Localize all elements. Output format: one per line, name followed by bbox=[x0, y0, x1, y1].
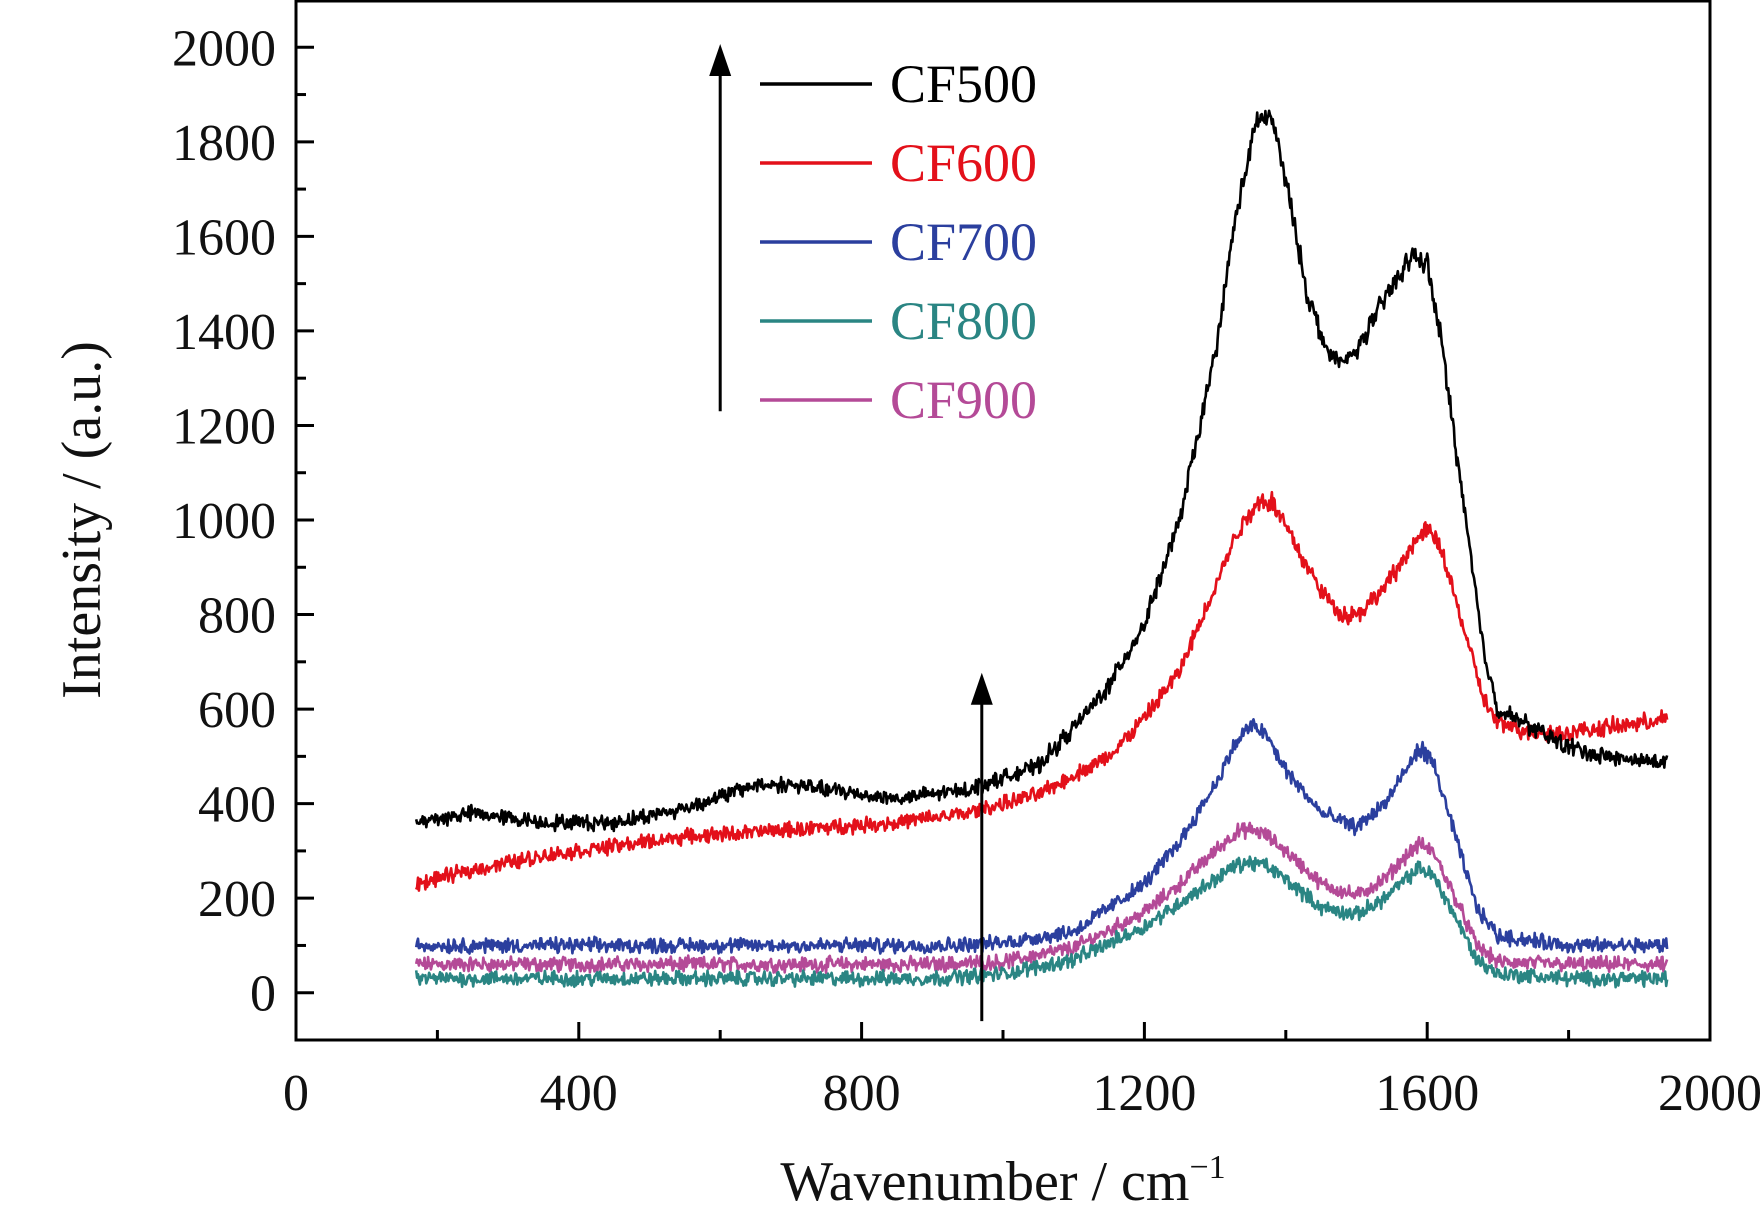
x-axis-title: Wavenumber / cm−1 bbox=[780, 1149, 1225, 1213]
y-tick-label: 1600 bbox=[172, 209, 276, 266]
x-axis-title-superscript: −1 bbox=[1189, 1149, 1225, 1186]
legend-label: CF800 bbox=[890, 291, 1037, 351]
legend-label: CF500 bbox=[890, 54, 1037, 114]
series-line-cf500 bbox=[414, 109, 1669, 833]
legend-item-cf800: CF800 bbox=[760, 291, 1037, 351]
up-arrow-2 bbox=[970, 672, 993, 1022]
legend-label: CF600 bbox=[890, 133, 1037, 193]
x-tick-label: 1200 bbox=[1092, 1065, 1196, 1122]
y-tick-label: 800 bbox=[198, 588, 276, 645]
legend-label: CF700 bbox=[890, 212, 1037, 272]
series-line-cf600 bbox=[414, 490, 1669, 892]
y-tick-label: 400 bbox=[198, 777, 276, 834]
y-tick-label: 200 bbox=[198, 871, 276, 928]
annotation-layer bbox=[709, 44, 993, 1022]
x-tick-label: 1600 bbox=[1375, 1065, 1479, 1122]
legend: CF500 CF600 CF700 CF800 CF900 bbox=[760, 54, 1037, 430]
up-arrow-1 bbox=[709, 44, 732, 412]
y-tick-label: 2000 bbox=[172, 20, 276, 77]
y-axis-title: Intensity / (a.u.) bbox=[51, 341, 113, 699]
x-tick-label: 400 bbox=[540, 1065, 618, 1122]
y-tick-label: 600 bbox=[198, 682, 276, 739]
legend-item-cf600: CF600 bbox=[760, 133, 1037, 193]
series-line-cf800 bbox=[414, 855, 1669, 989]
legend-label: CF900 bbox=[890, 370, 1037, 430]
y-tick-label: 1000 bbox=[172, 493, 276, 550]
legend-item-cf900: CF900 bbox=[760, 370, 1037, 430]
legend-item-cf700: CF700 bbox=[760, 212, 1037, 272]
series-line-cf700 bbox=[414, 718, 1669, 955]
tick-layer: 0 400 800 1200 1600 2000 0 200 400 600 800 1000 1200… bbox=[172, 20, 1762, 1122]
legend-item-cf500: CF500 bbox=[760, 54, 1037, 114]
y-tick-label: 1200 bbox=[172, 398, 276, 455]
y-tick-label: 0 bbox=[250, 966, 276, 1023]
x-tick-label: 2000 bbox=[1658, 1065, 1762, 1122]
x-tick-label: 0 bbox=[283, 1065, 309, 1122]
x-axis-title-text: Wavenumber / cm bbox=[780, 1151, 1189, 1213]
y-tick-label: 1400 bbox=[172, 304, 276, 361]
x-tick-label: 800 bbox=[823, 1065, 901, 1122]
series-line-cf900 bbox=[414, 821, 1669, 975]
y-tick-label: 1800 bbox=[172, 115, 276, 172]
series-layer bbox=[414, 109, 1669, 989]
